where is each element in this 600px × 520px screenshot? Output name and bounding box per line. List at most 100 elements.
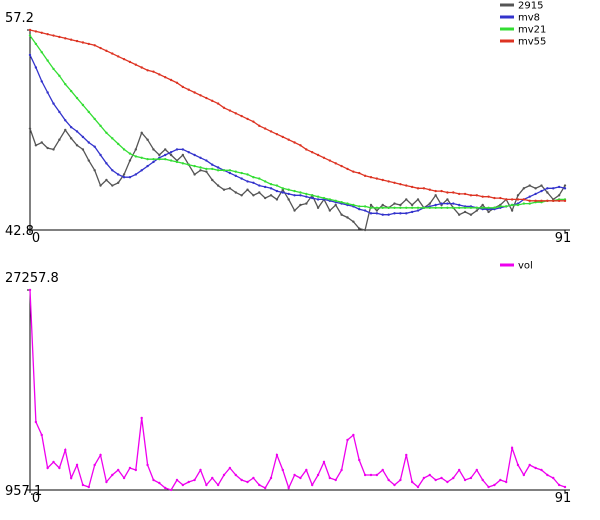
point — [334, 203, 337, 207]
point — [87, 42, 90, 46]
point — [69, 38, 73, 41]
point — [375, 177, 379, 180]
point — [40, 433, 43, 437]
point — [240, 114, 243, 118]
point — [164, 148, 167, 151]
point — [487, 206, 490, 209]
point — [475, 468, 479, 472]
point — [140, 66, 143, 69]
point — [175, 81, 179, 84]
point — [405, 212, 408, 215]
point — [216, 169, 220, 172]
point — [375, 473, 379, 477]
point — [528, 184, 531, 187]
point — [475, 194, 479, 197]
point — [440, 189, 443, 193]
point — [99, 184, 102, 187]
point — [181, 483, 185, 487]
point — [175, 148, 179, 151]
point — [340, 213, 343, 216]
point — [75, 463, 79, 467]
point — [499, 196, 502, 200]
point — [252, 120, 255, 123]
point — [428, 206, 431, 209]
point — [193, 173, 196, 176]
y-tick-label: 27257.8 — [5, 271, 59, 286]
point — [240, 177, 243, 180]
point — [334, 478, 337, 482]
x-tick-label: 91 — [555, 491, 572, 506]
point — [134, 63, 138, 66]
point — [140, 131, 143, 134]
point — [105, 162, 108, 165]
point — [169, 151, 173, 154]
point — [46, 146, 49, 150]
point — [522, 473, 526, 477]
point — [111, 169, 114, 172]
point — [134, 155, 138, 158]
point — [52, 460, 55, 464]
point — [469, 206, 473, 209]
point — [211, 163, 214, 166]
point — [269, 194, 273, 197]
point — [363, 228, 367, 232]
point — [187, 480, 190, 484]
point — [305, 148, 308, 151]
point — [116, 173, 120, 176]
point — [510, 203, 514, 207]
point — [381, 206, 384, 209]
point — [99, 153, 102, 157]
point — [387, 213, 390, 216]
point — [287, 198, 290, 201]
point — [58, 35, 61, 39]
y-tick-label: 57.2 — [5, 11, 34, 26]
point — [64, 82, 67, 86]
point — [64, 37, 67, 40]
point — [258, 124, 261, 128]
point — [122, 476, 126, 480]
point — [316, 473, 320, 477]
point — [434, 194, 437, 197]
point — [99, 46, 102, 50]
point — [528, 195, 531, 198]
point — [258, 177, 261, 180]
point — [175, 478, 179, 482]
point — [199, 468, 202, 472]
point — [199, 169, 202, 172]
point — [275, 453, 279, 457]
point — [181, 162, 185, 165]
point — [87, 485, 90, 489]
point — [410, 185, 414, 189]
point — [122, 148, 126, 151]
point — [46, 91, 49, 94]
point — [446, 198, 449, 201]
point — [269, 476, 273, 480]
point — [228, 187, 232, 190]
point — [340, 201, 343, 204]
point — [516, 203, 520, 207]
point — [316, 195, 320, 198]
point — [281, 468, 285, 472]
point — [28, 53, 32, 57]
point — [228, 109, 232, 112]
point — [463, 210, 467, 214]
point — [369, 176, 373, 179]
point — [69, 89, 73, 93]
point — [434, 203, 437, 207]
point — [369, 206, 373, 209]
point — [546, 473, 549, 477]
point — [169, 153, 173, 157]
point — [252, 476, 255, 480]
point — [399, 206, 402, 209]
point — [552, 476, 555, 480]
point — [269, 182, 273, 186]
point — [199, 94, 202, 97]
point — [399, 182, 402, 186]
point — [381, 468, 384, 472]
point — [75, 130, 79, 133]
point — [93, 463, 96, 467]
point — [440, 206, 443, 209]
point — [457, 468, 461, 472]
point — [346, 216, 349, 219]
point — [187, 88, 190, 91]
